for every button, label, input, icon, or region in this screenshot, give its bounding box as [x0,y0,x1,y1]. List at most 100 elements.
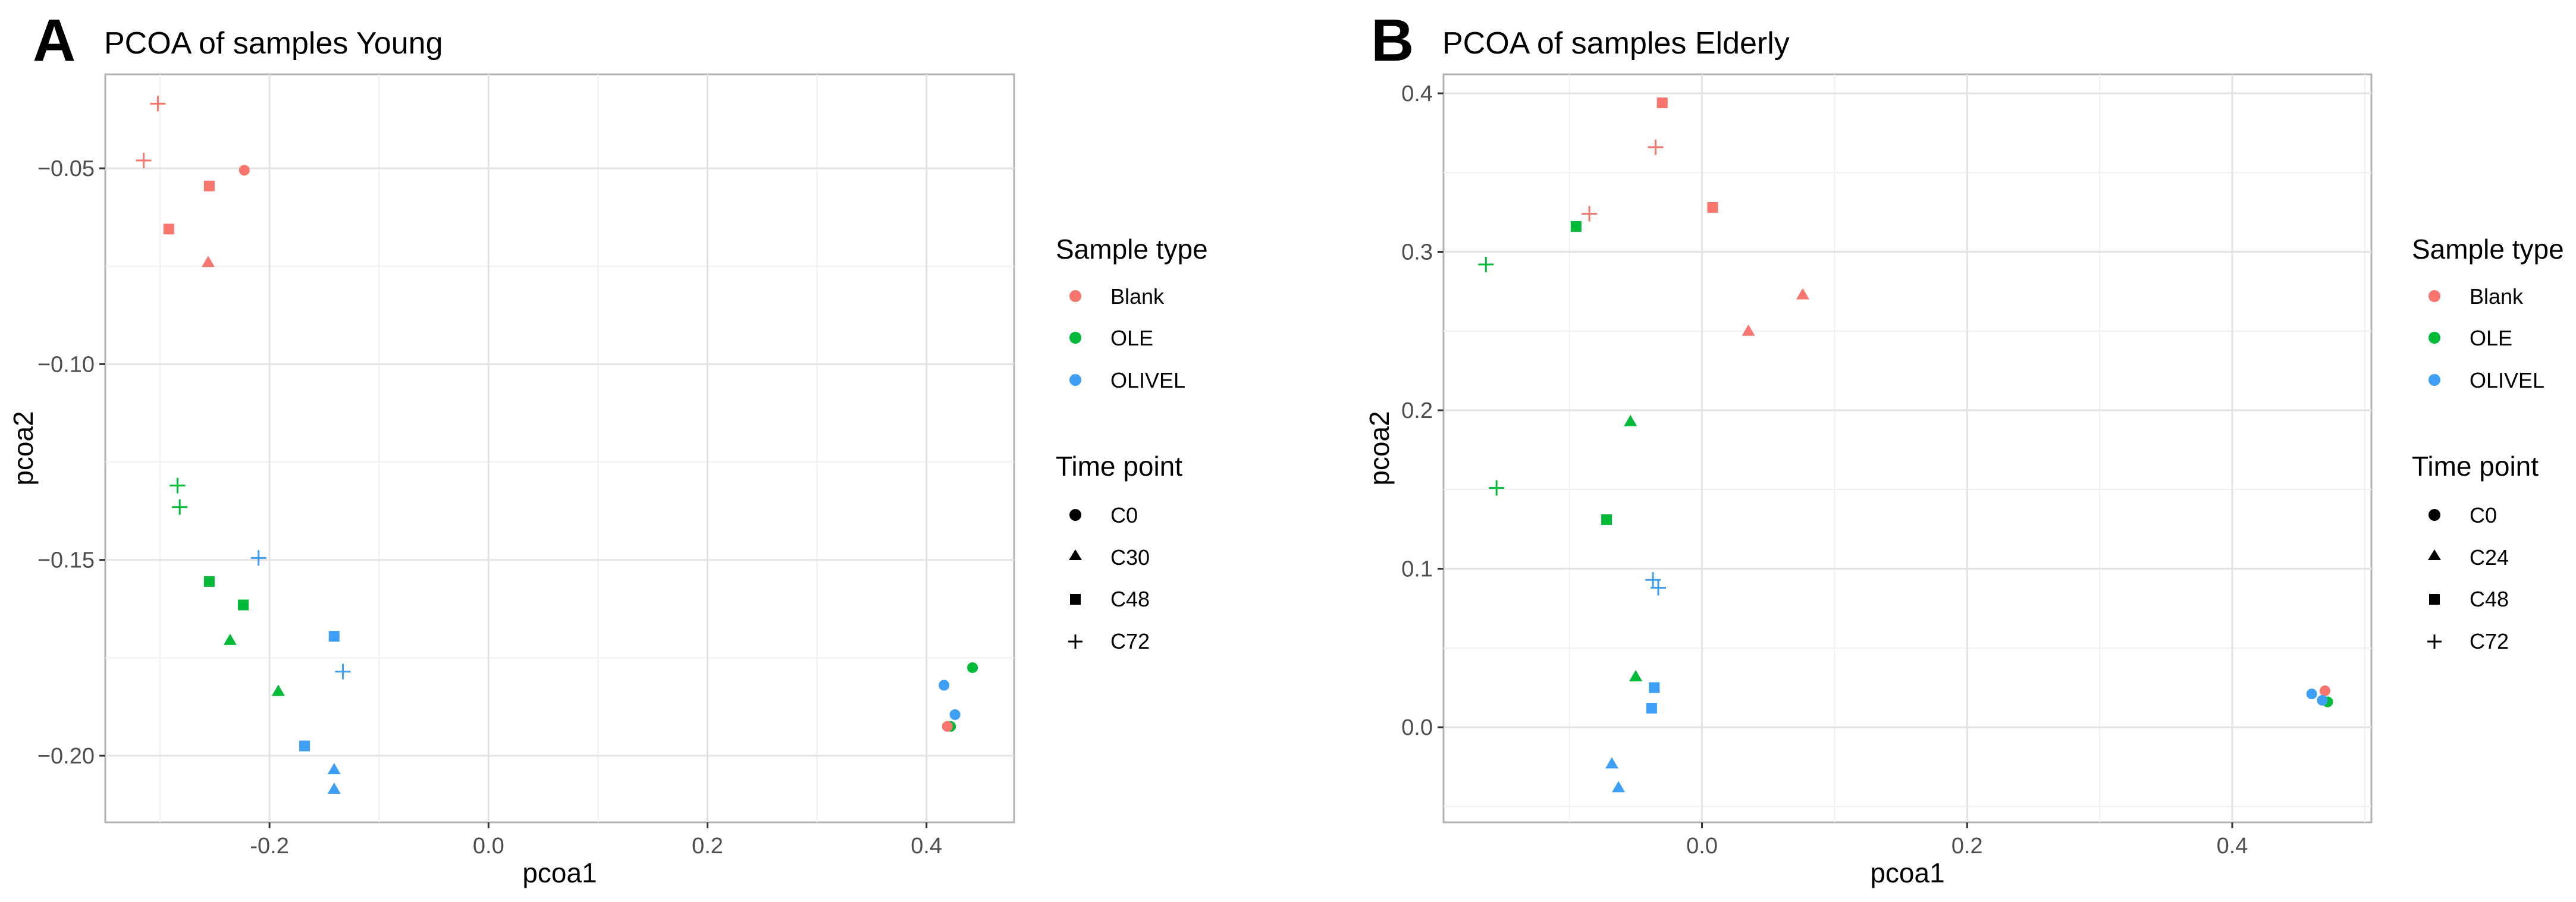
data-point-olivel-c0 [949,709,961,720]
data-point-ole-c72 [170,477,186,494]
legend-label-c24-b: C24 [2470,545,2509,570]
legend-key-c0-b [2428,509,2440,521]
legend-key-olivel-a [1069,374,1081,386]
data-point-blank-c72 [1582,206,1598,222]
y-tick-label: −0.15 [37,548,95,573]
data-point-blank-c24 [1796,288,1809,300]
legend-label-ole-a: OLE [1110,326,1153,350]
y-tick-label: 0.2 [1401,398,1433,423]
x-axis-title-b: pcoa1 [1870,857,1944,888]
y-tick-label: −0.20 [37,744,95,769]
x-tick-label: 0.2 [1951,834,1983,859]
legend-label-c48-a: C48 [1110,587,1150,611]
data-point-ole-c30 [271,684,285,696]
legend-key-blank-a [1069,290,1081,302]
x-ticks-a: -0.2 0.0 0.2 0.4 [250,822,942,859]
data-point-blank-c72 [136,152,152,168]
legend-key-olivel-b [2428,374,2440,386]
data-point-ole-c48 [203,576,215,587]
legend-key-c0-a [1069,509,1081,521]
y-tick-label: 0.0 [1401,715,1433,740]
legend-key-ole-b [2428,332,2440,344]
plot-title-a: PCOA of samples Young [104,26,443,61]
x-ticks-b: 0.0 0.2 0.4 [1686,822,2248,859]
legend-title-time-point-a: Time point [1056,451,1182,482]
legend-label-blank-b: Blank [2470,284,2524,309]
data-point-blank-c48 [163,224,174,235]
legend-title-sample-type-b: Sample type [2412,234,2564,265]
panel-label-b: B [1371,7,1414,74]
legend-label-blank-a: Blank [1110,284,1165,309]
data-point-ole-c48 [1601,514,1612,525]
data-point-olivel-c72 [335,664,351,680]
data-point-ole-c48 [237,599,249,611]
data-point-blank-c72 [1648,139,1664,155]
legend-label-c72-b: C72 [2470,629,2509,653]
data-point-blank-c72 [150,96,166,112]
y-tick-label: 0.3 [1401,240,1433,265]
legend-label-c72-a: C72 [1110,629,1150,653]
legend-key-blank-b [2428,290,2440,302]
data-point-blank-c48 [1656,97,1668,108]
data-point-ole-c24 [1624,414,1637,426]
legend-label-olivel-a: OLIVEL [1110,368,1185,392]
x-axis-title-a: pcoa1 [522,857,597,888]
data-point-olivel-c24 [1605,757,1619,769]
data-point-blank-c24 [1742,324,1755,336]
data-point-olivel-c0 [939,680,950,691]
data-point-olivel-c48 [299,740,310,752]
legend-title-sample-type-a: Sample type [1056,234,1208,265]
grid-a [105,74,1014,822]
legend-key-c24-b [2428,549,2441,560]
data-point-blank-c0 [2320,685,2330,696]
y-ticks-b: 0.0 0.1 0.2 0.3 0.4 [1401,81,1444,740]
data-point-olivel-c72 [250,550,266,566]
y-tick-label: 0.4 [1401,81,1433,106]
x-tick-label: 0.4 [2217,834,2248,859]
legend-label-ole-b: OLE [2470,326,2512,350]
legend-key-ole-a [1069,332,1081,344]
panel-b: B PCOA of samples Elderly 0.0 0.2 0.4 0.00… [1364,7,2564,888]
legend-label-olivel-b: OLIVEL [2470,368,2544,392]
y-axis-title-a: pcoa2 [8,411,39,485]
data-point-ole-c24 [1629,670,1643,681]
legend-key-c72-b [2427,634,2442,649]
data-point-blank-c0 [942,721,953,732]
data-point-blank-c0 [239,165,250,176]
data-point-ole-c72 [172,499,188,515]
x-tick-label: 0.0 [473,834,504,859]
data-point-olivel-c48 [328,631,340,642]
data-point-ole-c72 [1478,256,1494,272]
legend-b: Sample type Blank OLE OLIVEL Time point … [2412,234,2564,653]
data-point-ole-c48 [1570,221,1582,232]
x-tick-label: 0.4 [911,834,942,859]
data-point-olivel-c30 [327,763,341,775]
y-axis-title-b: pcoa2 [1364,411,1395,485]
plot-title-b: PCOA of samples Elderly [1442,26,1790,61]
y-ticks-a: −0.20 −0.15 −0.10 −0.05 [37,156,105,769]
data-point-olivel-c72 [1645,572,1661,588]
data-point-ole-c30 [223,633,237,645]
y-tick-label: −0.10 [37,352,95,377]
data-point-ole-c0 [967,662,978,673]
data-point-olivel-c72 [1651,580,1667,596]
data-point-olivel-c0 [2317,694,2328,706]
data-point-ole-c72 [1489,480,1505,496]
data-point-blank-c48 [1707,202,1718,213]
grid-b [1444,74,2371,822]
legend-key-c72-a [1068,634,1083,649]
x-tick-label: 0.0 [1686,834,1718,859]
data-point-olivel-c48 [1646,703,1657,714]
x-tick-label: 0.2 [692,834,723,859]
data-point-olivel-c30 [327,782,341,794]
panel-label-a: A [33,7,76,74]
legend-title-time-point-b: Time point [2412,451,2539,482]
y-tick-label: −0.05 [37,156,95,181]
points-b [1478,97,2333,793]
legend-label-c0-a: C0 [1110,503,1138,527]
data-point-olivel-c0 [2306,689,2317,700]
data-point-olivel-c48 [1649,682,1660,693]
legend-label-c48-b: C48 [2470,587,2509,611]
legend-key-c48-b [2429,594,2440,605]
